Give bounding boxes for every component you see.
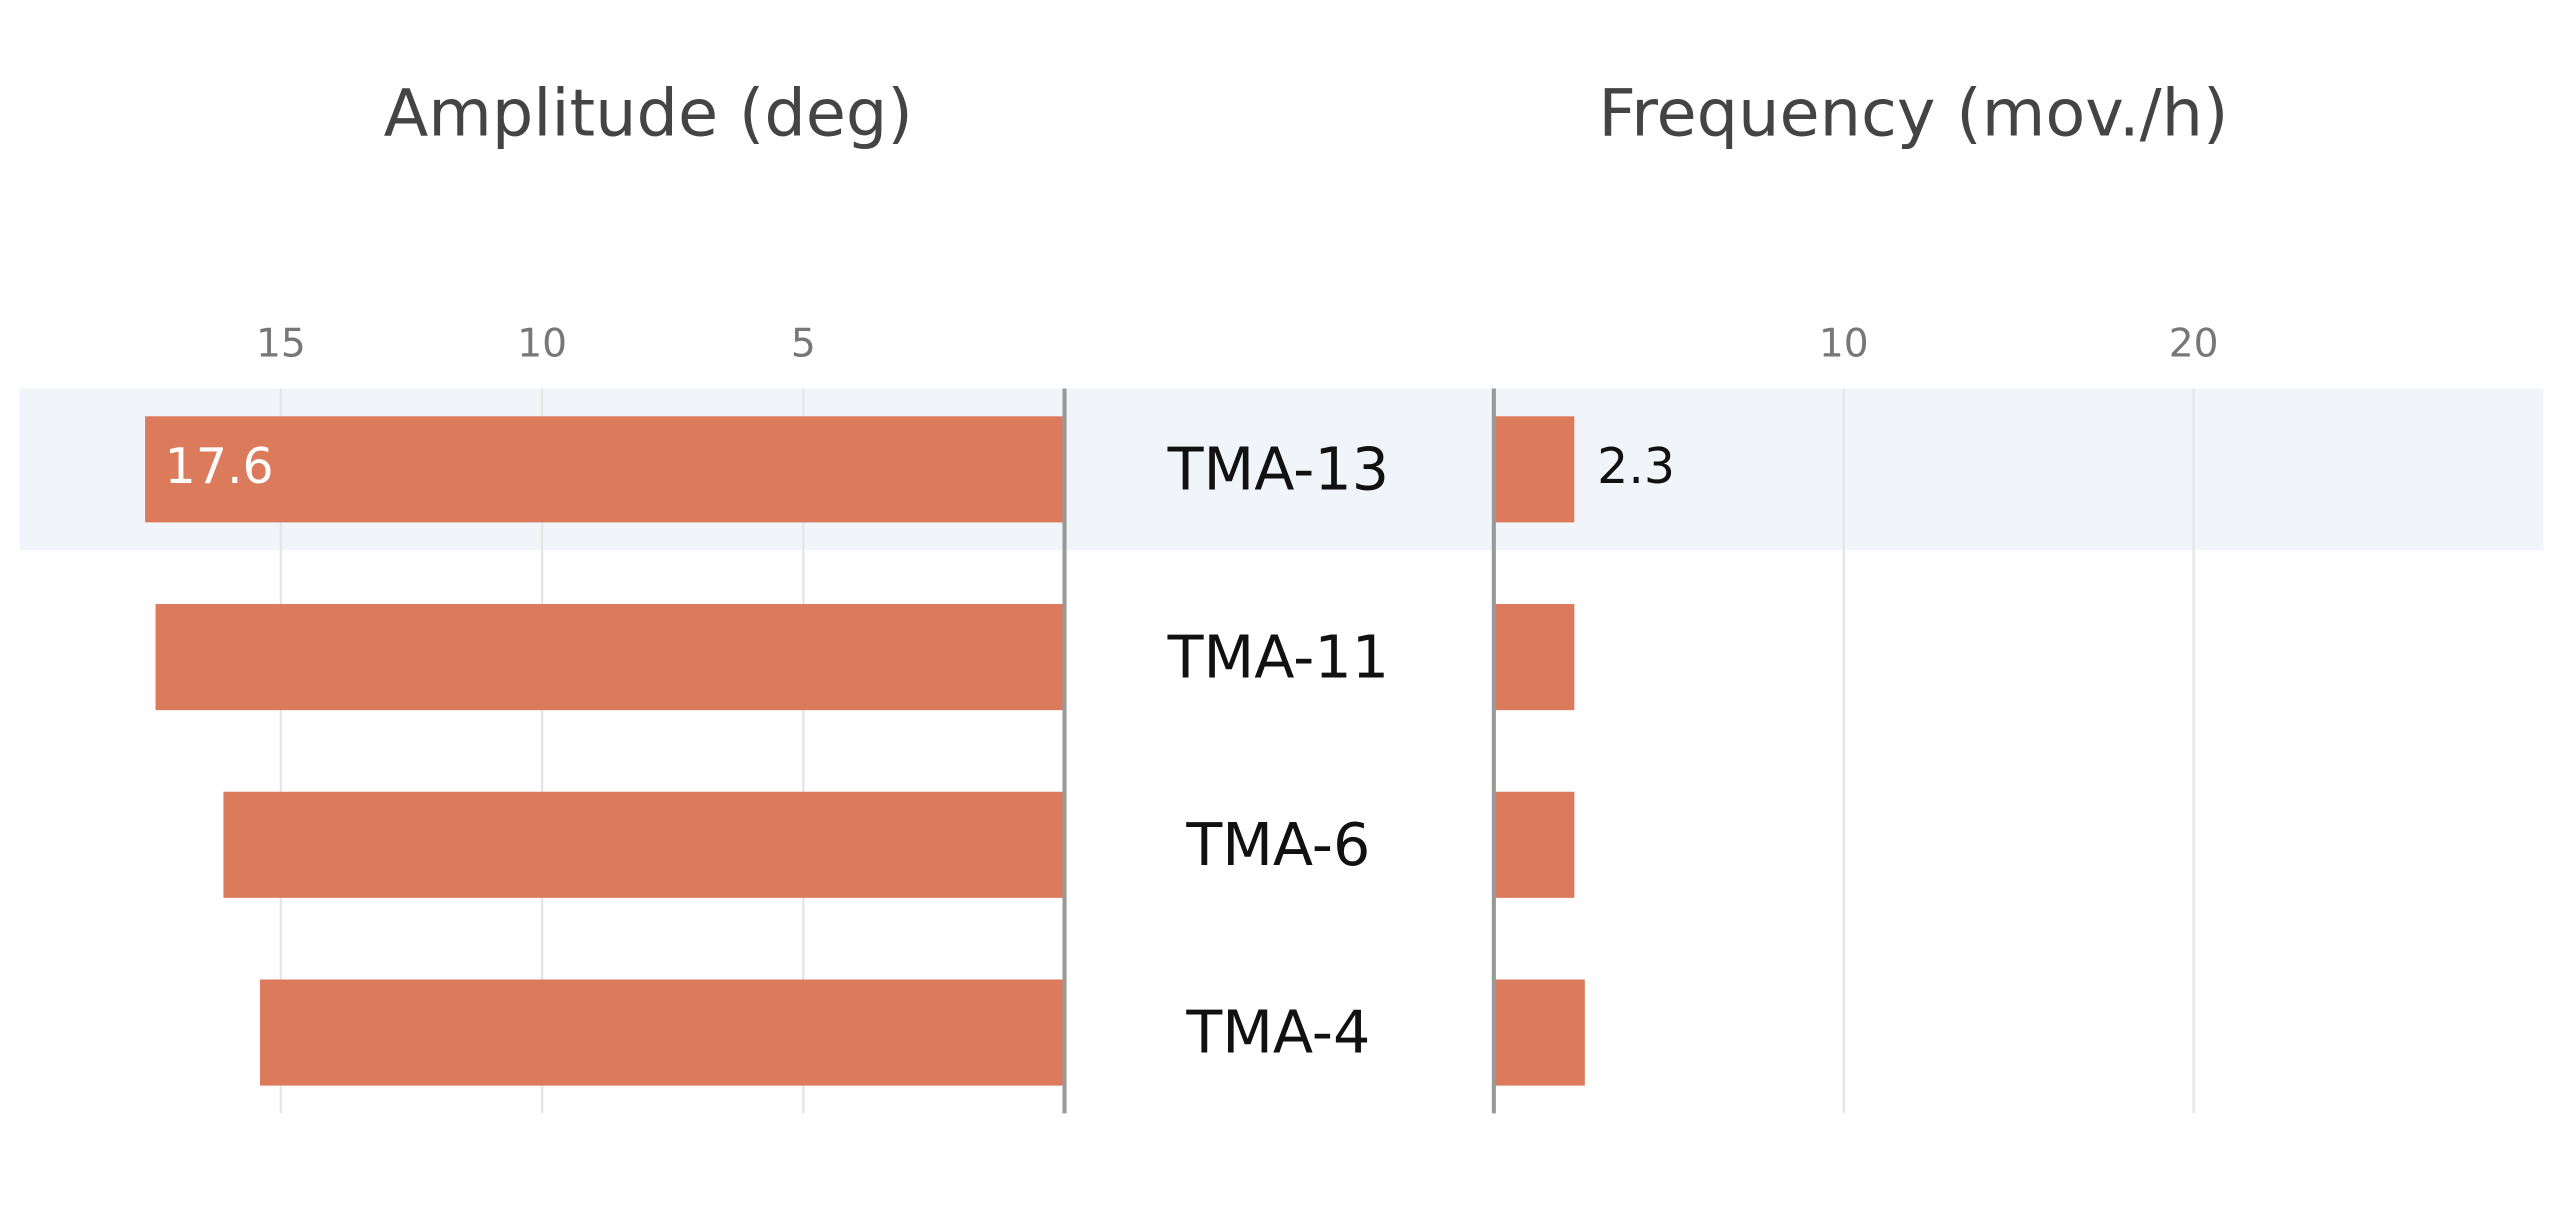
bar [223, 791, 1065, 898]
x-tick-label: 10 [517, 322, 567, 367]
bar [155, 604, 1065, 711]
chart-title: Amplitude (deg) [384, 76, 913, 152]
chart-title: Frequency (mov./h) [1598, 76, 2228, 152]
bar [1493, 979, 1585, 1086]
bar [1493, 604, 1575, 711]
bar [1493, 791, 1575, 898]
category-label: TMA-11 [1167, 622, 1389, 691]
bar [145, 416, 1065, 523]
x-tick-label: 10 [1819, 322, 1869, 367]
x-tick-label: 5 [791, 322, 816, 367]
x-tick-label: 15 [256, 322, 306, 367]
value-label: 17.6 [165, 438, 274, 495]
x-tick-label: 20 [2169, 322, 2219, 367]
category-label: TMA-4 [1185, 998, 1370, 1067]
category-label: TMA-13 [1167, 435, 1389, 504]
bar [260, 979, 1065, 1086]
category-label: TMA-6 [1185, 810, 1370, 879]
value-label: 2.3 [1597, 438, 1675, 495]
bar [1493, 416, 1575, 523]
